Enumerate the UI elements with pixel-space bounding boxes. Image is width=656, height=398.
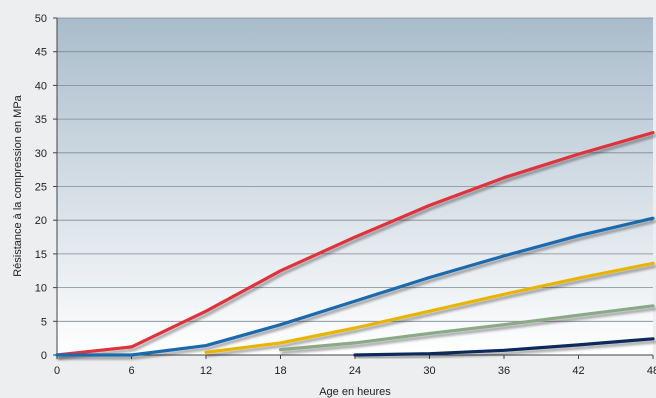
series-lines <box>55 131 655 357</box>
x-tick-label: 12 <box>200 365 212 377</box>
x-tick-label: 30 <box>423 365 435 377</box>
y-tick-label: 20 <box>35 215 47 227</box>
series-line-4 <box>278 304 655 352</box>
y-tick-label: 0 <box>41 350 47 362</box>
x-axis-ticks: 0 6 12 18 24 30 36 42 48 <box>54 355 656 377</box>
series-line-5 <box>353 337 655 357</box>
x-tick-label: 24 <box>349 365 361 377</box>
x-tick-label: 18 <box>274 365 286 377</box>
y-tick-label: 5 <box>41 316 47 328</box>
y-tick-label: 40 <box>35 80 47 92</box>
series-line-3 <box>204 261 655 354</box>
x-tick-label: 36 <box>498 365 510 377</box>
x-tick-label: 6 <box>128 365 134 377</box>
y-axis-title: Résistance à la compression en MPa <box>12 94 24 276</box>
series-line-2 <box>55 216 655 357</box>
x-tick-label: 0 <box>54 365 60 377</box>
y-tick-label: 30 <box>35 148 47 160</box>
y-axis-ticks: 0 5 10 15 20 25 30 35 40 45 50 <box>35 13 57 362</box>
y-tick-label: 15 <box>35 249 47 261</box>
y-tick-label: 50 <box>35 13 47 25</box>
y-tick-label: 10 <box>35 283 47 295</box>
x-tick-label: 48 <box>647 365 656 377</box>
gridlines <box>57 17 653 322</box>
y-tick-label: 35 <box>35 114 47 126</box>
y-tick-label: 25 <box>35 182 47 194</box>
series-line-1 <box>55 131 655 357</box>
x-axis-title: Age en heures <box>319 386 391 398</box>
y-tick-label: 45 <box>35 47 47 59</box>
x-tick-label: 42 <box>572 365 584 377</box>
